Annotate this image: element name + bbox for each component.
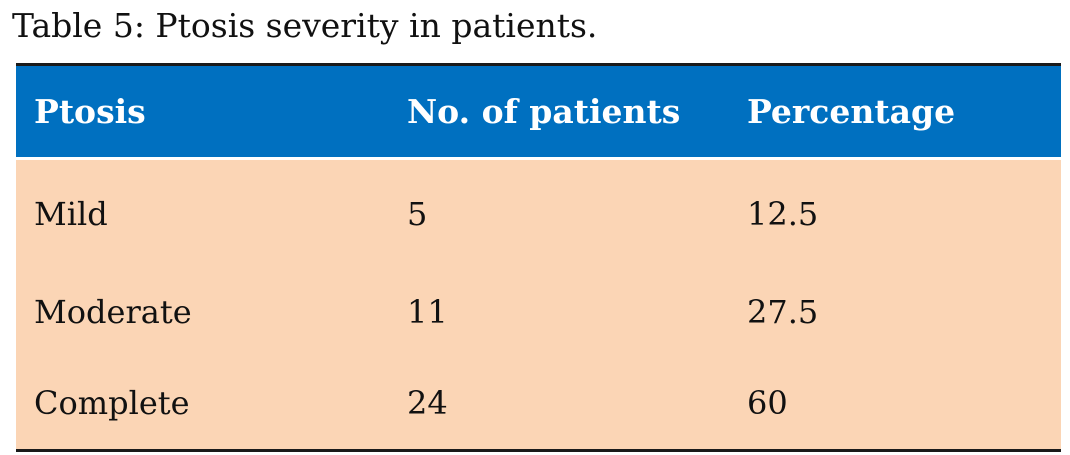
cell-ptosis: Moderate [34, 293, 192, 331]
cell-percentage: 12.5 [747, 195, 819, 233]
cell-percentage: 60 [747, 383, 788, 422]
table-row: Mild 5 12.5 [16, 160, 1061, 268]
ptosis-table-body: Mild 5 12.5 Moderate 11 27.5 Complete 24… [16, 160, 1061, 449]
bottom-rule [16, 449, 1061, 452]
cell-percentage: 27.5 [747, 293, 819, 331]
table-caption: Table 5: Ptosis severity in patients. [12, 6, 598, 45]
header-ptosis: Ptosis [34, 92, 146, 131]
cell-ptosis: Mild [34, 195, 108, 233]
cell-patients: 24 [407, 383, 448, 422]
cell-ptosis: Complete [34, 383, 190, 422]
cell-patients: 5 [407, 195, 428, 233]
table-header: Ptosis No. of patients Percentage [16, 66, 1061, 157]
cell-patients: 11 [407, 293, 448, 331]
ptosis-table: Ptosis No. of patients Percentage [16, 66, 1061, 157]
table-row: Moderate 11 27.5 [16, 268, 1061, 356]
header-row: Ptosis No. of patients Percentage [16, 66, 1061, 157]
header-separator [16, 157, 1061, 160]
data-table-container: Ptosis No. of patients Percentage Mild 5… [16, 63, 1061, 452]
top-rule [16, 63, 1061, 66]
table-row: Complete 24 60 [16, 356, 1061, 449]
header-no-of-patients: No. of patients [407, 92, 681, 131]
header-percentage: Percentage [747, 92, 956, 131]
